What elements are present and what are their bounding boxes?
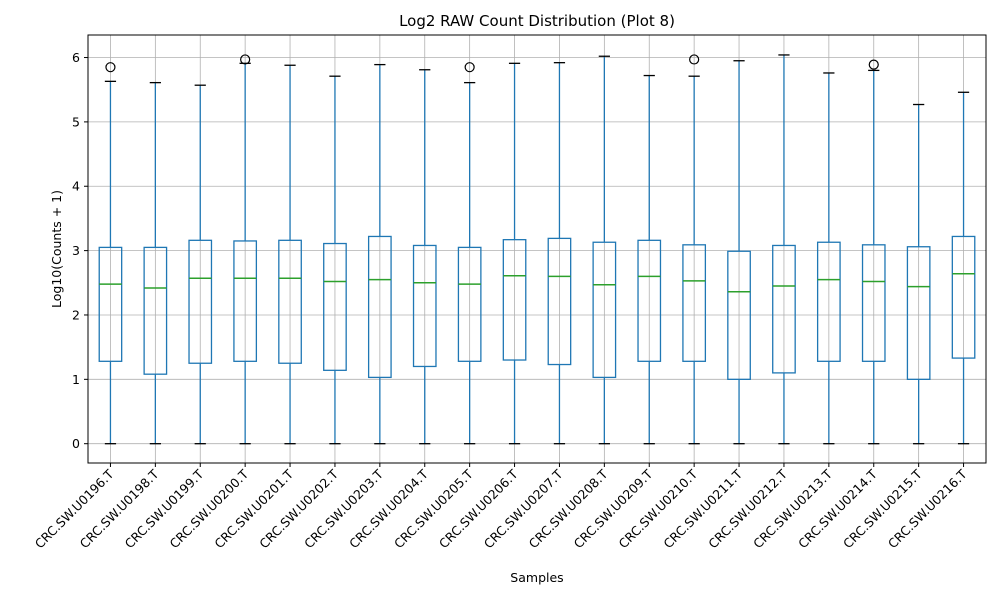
x-axis-label: Samples xyxy=(510,570,563,585)
iqr-box xyxy=(143,246,168,375)
iqr-box xyxy=(816,241,841,362)
box-CRC.SW.U0204.T xyxy=(412,69,437,445)
outlier-point xyxy=(689,54,700,65)
box-CRC.SW.U0210.T xyxy=(682,54,707,445)
iqr-box xyxy=(188,239,213,364)
iqr-box xyxy=(457,246,482,362)
box-CRC.SW.U0215.T xyxy=(906,103,931,445)
x-tick-label: CRC.SW.U0202.T xyxy=(256,466,341,551)
outlier-point xyxy=(240,54,251,65)
iqr-box xyxy=(98,246,123,362)
box-CRC.SW.U0208.T xyxy=(592,55,617,445)
iqr-box xyxy=(637,239,662,362)
x-tick-label: CRC.SW.U0214.T xyxy=(795,466,880,551)
iqr-box xyxy=(592,241,617,379)
x-tick-label: CRC.SW.U0198.T xyxy=(77,466,162,551)
x-tick-label: CRC.SW.U0213.T xyxy=(750,466,835,551)
y-tick-label: 6 xyxy=(72,50,80,65)
iqr-box xyxy=(682,244,707,362)
y-tick-label: 5 xyxy=(72,114,80,129)
iqr-box xyxy=(547,237,572,366)
x-tick-label: CRC.SW.U0216.T xyxy=(885,466,970,551)
box-CRC.SW.U0212.T xyxy=(772,54,796,445)
grid-layer xyxy=(88,35,986,463)
y-tick-label: 4 xyxy=(72,179,80,194)
x-tick-label: CRC.SW.U0215.T xyxy=(840,466,925,551)
iqr-box xyxy=(502,239,527,361)
y-tick-label: 3 xyxy=(72,243,80,258)
box-CRC.SW.U0211.T xyxy=(727,60,751,445)
box-CRC.SW.U0216.T xyxy=(951,91,976,445)
outlier-point xyxy=(105,62,116,73)
plot-frame xyxy=(87,34,987,464)
chart-title: Log2 RAW Count Distribution (Plot 8) xyxy=(399,12,675,30)
x-tick-label: CRC.SW.U0211.T xyxy=(660,466,745,551)
x-tick-label: CRC.SW.U0208.T xyxy=(526,466,611,551)
iqr-box xyxy=(727,250,751,380)
box-CRC.SW.U0196.T xyxy=(98,62,123,445)
x-tick-label: CRC.SW.U0209.T xyxy=(571,466,656,551)
box-CRC.SW.U0213.T xyxy=(816,72,841,445)
y-tick-label: 1 xyxy=(72,372,80,387)
iqr-box xyxy=(951,235,976,359)
outlier-point xyxy=(464,62,475,73)
box-CRC.SW.U0214.T xyxy=(861,59,886,445)
box-CRC.SW.U0207.T xyxy=(547,62,572,445)
iqr-box xyxy=(278,239,302,364)
y-axis-label: Log10(Counts + 1) xyxy=(49,190,64,308)
box-layer xyxy=(98,54,976,445)
iqr-box xyxy=(412,244,437,368)
x-tick-label: CRC.SW.U0201.T xyxy=(211,466,296,551)
x-tick-label: CRC.SW.U0199.T xyxy=(122,466,207,551)
box-CRC.SW.U0202.T xyxy=(323,75,347,445)
box-CRC.SW.U0200.T xyxy=(233,54,258,445)
box-CRC.SW.U0205.T xyxy=(457,62,482,445)
x-tick-label: CRC.SW.U0200.T xyxy=(166,466,251,551)
iqr-box xyxy=(367,235,392,379)
box-CRC.SW.U0206.T xyxy=(502,62,527,445)
box-CRC.SW.U0201.T xyxy=(278,64,302,445)
iqr-box xyxy=(906,246,931,380)
iqr-box xyxy=(233,240,258,362)
iqr-box xyxy=(772,244,796,374)
box-CRC.SW.U0198.T xyxy=(143,81,168,445)
outlier-point xyxy=(868,59,879,70)
y-tick-label: 2 xyxy=(72,307,80,322)
x-tick-label: CRC.SW.U0205.T xyxy=(391,466,476,551)
box-CRC.SW.U0199.T xyxy=(188,84,213,445)
box-CRC.SW.U0203.T xyxy=(367,63,392,445)
x-tick-label: CRC.SW.U0206.T xyxy=(436,466,521,551)
x-tick-label: CRC.SW.U0204.T xyxy=(346,466,431,551)
iqr-box xyxy=(861,244,886,362)
x-tick-label: CRC.SW.U0207.T xyxy=(481,466,566,551)
x-tick-label: CRC.SW.U0196.T xyxy=(32,466,117,551)
x-tick-label: CRC.SW.U0203.T xyxy=(301,466,386,551)
y-tick-label: 0 xyxy=(72,436,80,451)
x-tick-label: CRC.SW.U0212.T xyxy=(705,466,790,551)
iqr-box xyxy=(323,242,347,371)
x-tick-label: CRC.SW.U0210.T xyxy=(615,466,700,551)
box-CRC.SW.U0209.T xyxy=(637,74,662,445)
